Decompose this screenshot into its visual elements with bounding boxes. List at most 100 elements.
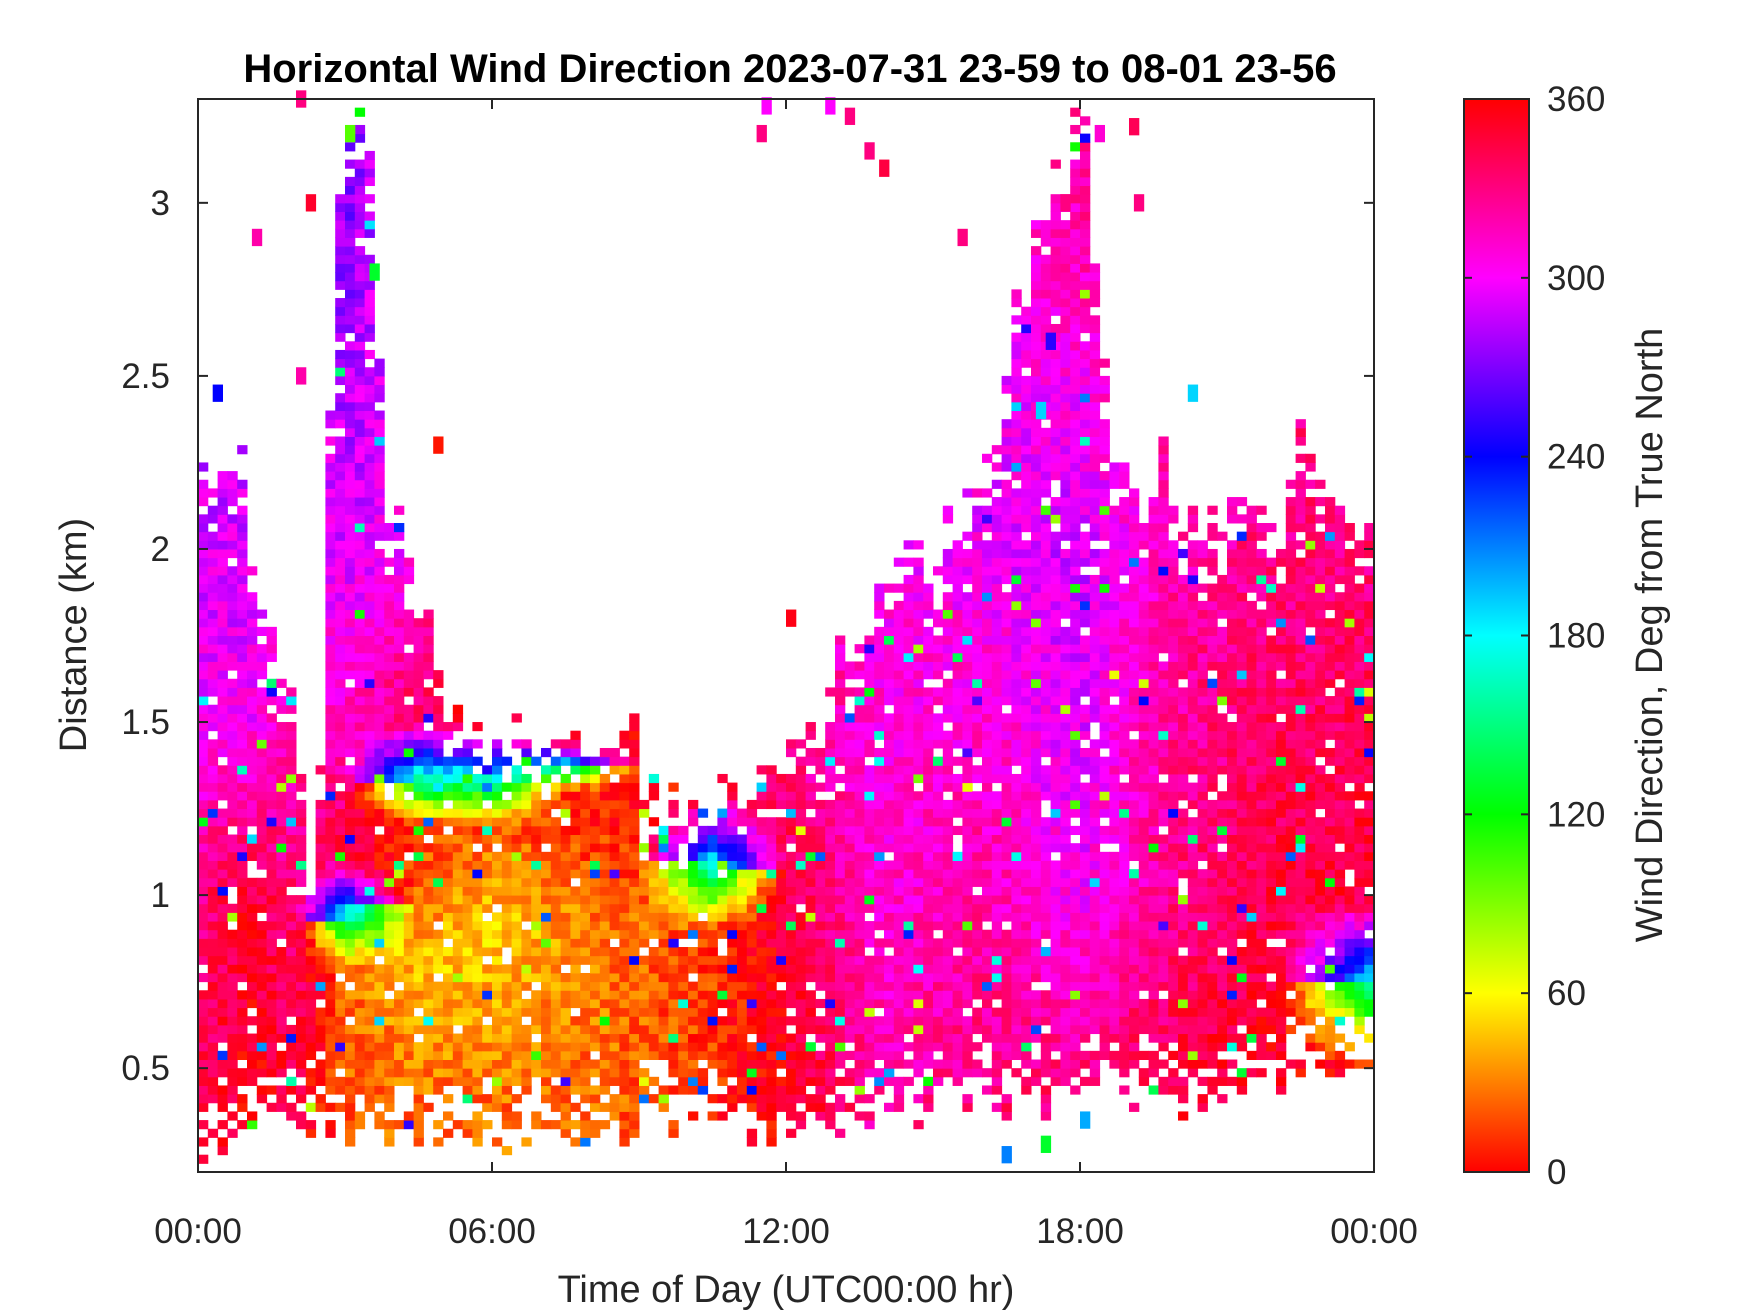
heatmap-cell [413, 1111, 424, 1121]
heatmap-cell [864, 791, 875, 801]
heatmap-cell [550, 947, 562, 957]
heatmap-cell [913, 574, 924, 585]
heatmap-cell [247, 644, 258, 654]
heatmap-cell [991, 739, 1003, 749]
heatmap-cell [1050, 955, 1061, 965]
heatmap-cell [580, 903, 591, 913]
heatmap-cell [991, 947, 1003, 957]
heatmap-cell [374, 696, 385, 706]
heatmap-cell [1060, 1050, 1071, 1060]
heatmap-cell [276, 921, 287, 931]
heatmap-cell [570, 912, 581, 922]
heatmap-cell [1070, 600, 1081, 611]
heatmap-cell [678, 895, 689, 905]
heatmap-cell [1050, 644, 1061, 654]
heatmap-cell [207, 566, 219, 576]
heatmap-cell [668, 903, 679, 913]
heatmap-cell [413, 895, 424, 905]
heatmap-cell [315, 921, 326, 931]
heatmap-cell [962, 972, 973, 983]
heatmap-cell [874, 782, 885, 792]
heatmap-cell [1070, 289, 1081, 299]
heatmap-cell [335, 739, 346, 749]
heatmap-cell [766, 964, 777, 974]
heatmap-cell [315, 895, 326, 905]
heatmap-cell [786, 938, 797, 948]
heatmap-cell [237, 1120, 248, 1130]
heatmap-cell [335, 730, 346, 740]
heatmap-cell [452, 765, 464, 775]
heatmap-cell [413, 722, 424, 732]
heatmap-cell [325, 652, 336, 662]
heatmap-cell [1031, 453, 1042, 463]
heatmap-cell [1040, 557, 1052, 567]
heatmap-cell [354, 410, 366, 420]
heatmap-cell [805, 1094, 816, 1104]
heatmap-cell [737, 843, 748, 853]
heatmap-cell [384, 756, 395, 766]
heatmap-cell [825, 782, 836, 792]
heatmap-cell [913, 912, 924, 922]
heatmap-cell [658, 869, 669, 879]
heatmap-cell [884, 626, 895, 636]
heatmap-cell [247, 782, 258, 792]
heatmap-cell [413, 972, 424, 983]
heatmap-cell [247, 756, 258, 766]
heatmap-cell [560, 1085, 571, 1095]
heatmap-cell [835, 981, 846, 991]
heatmap-cell [384, 964, 395, 974]
heatmap-cell [1060, 237, 1071, 247]
heatmap-cell [913, 747, 924, 758]
heatmap-cell [1040, 696, 1052, 706]
heatmap-cell [952, 644, 963, 654]
heatmap-cell [972, 1042, 983, 1052]
heatmap-cell [315, 825, 326, 836]
heatmap-cell [668, 895, 679, 905]
heatmap-cell [423, 618, 434, 628]
heatmap-cell [697, 843, 709, 853]
heatmap-cell [1050, 1033, 1061, 1043]
heatmap-cell [207, 704, 219, 714]
heatmap-cell [305, 1007, 317, 1017]
heatmap-cell [345, 1042, 356, 1052]
heatmap-cell [844, 670, 856, 680]
heatmap-cell [394, 1024, 405, 1035]
heatmap-cell [1031, 817, 1042, 827]
heatmap-cell [256, 747, 268, 758]
heatmap-cell [717, 1076, 728, 1086]
heatmap-cell [501, 990, 513, 1000]
heatmap-cell [335, 1007, 346, 1017]
heatmap-cell [874, 583, 885, 593]
heatmap-cell [256, 1085, 268, 1095]
heatmap-cell [1031, 566, 1042, 576]
heatmap-cell [599, 1033, 611, 1043]
heatmap-cell [678, 1050, 689, 1060]
heatmap-cell [658, 1042, 669, 1052]
heatmap-cell [629, 1007, 640, 1017]
heatmap-cell [335, 410, 346, 420]
heatmap-cell [237, 869, 248, 879]
heatmap-cell [413, 869, 424, 879]
heatmap-cell [472, 860, 483, 870]
heatmap-cell [354, 747, 366, 758]
heatmap-cell [678, 1033, 689, 1043]
heatmap-cell [1060, 332, 1071, 342]
heatmap-cell [844, 886, 856, 896]
heatmap-cell [884, 713, 895, 723]
heatmap-cell [913, 851, 924, 861]
heatmap-cell [325, 765, 336, 775]
heatmap-cell [511, 972, 522, 983]
heatmap-cell [982, 782, 993, 792]
heatmap-cell [1050, 1024, 1061, 1035]
heatmap-cell [991, 765, 1003, 775]
heatmap-cell [1021, 722, 1032, 732]
heatmap-cell [776, 886, 787, 896]
heatmap-cell [423, 1076, 434, 1086]
heatmap-cell [570, 756, 581, 766]
heatmap-cell [903, 696, 914, 706]
heatmap-cell [1070, 211, 1081, 221]
heatmap-cell [266, 981, 277, 991]
heatmap-cell [1050, 445, 1061, 455]
heatmap-cell [756, 998, 767, 1009]
heatmap-cell [462, 825, 473, 836]
